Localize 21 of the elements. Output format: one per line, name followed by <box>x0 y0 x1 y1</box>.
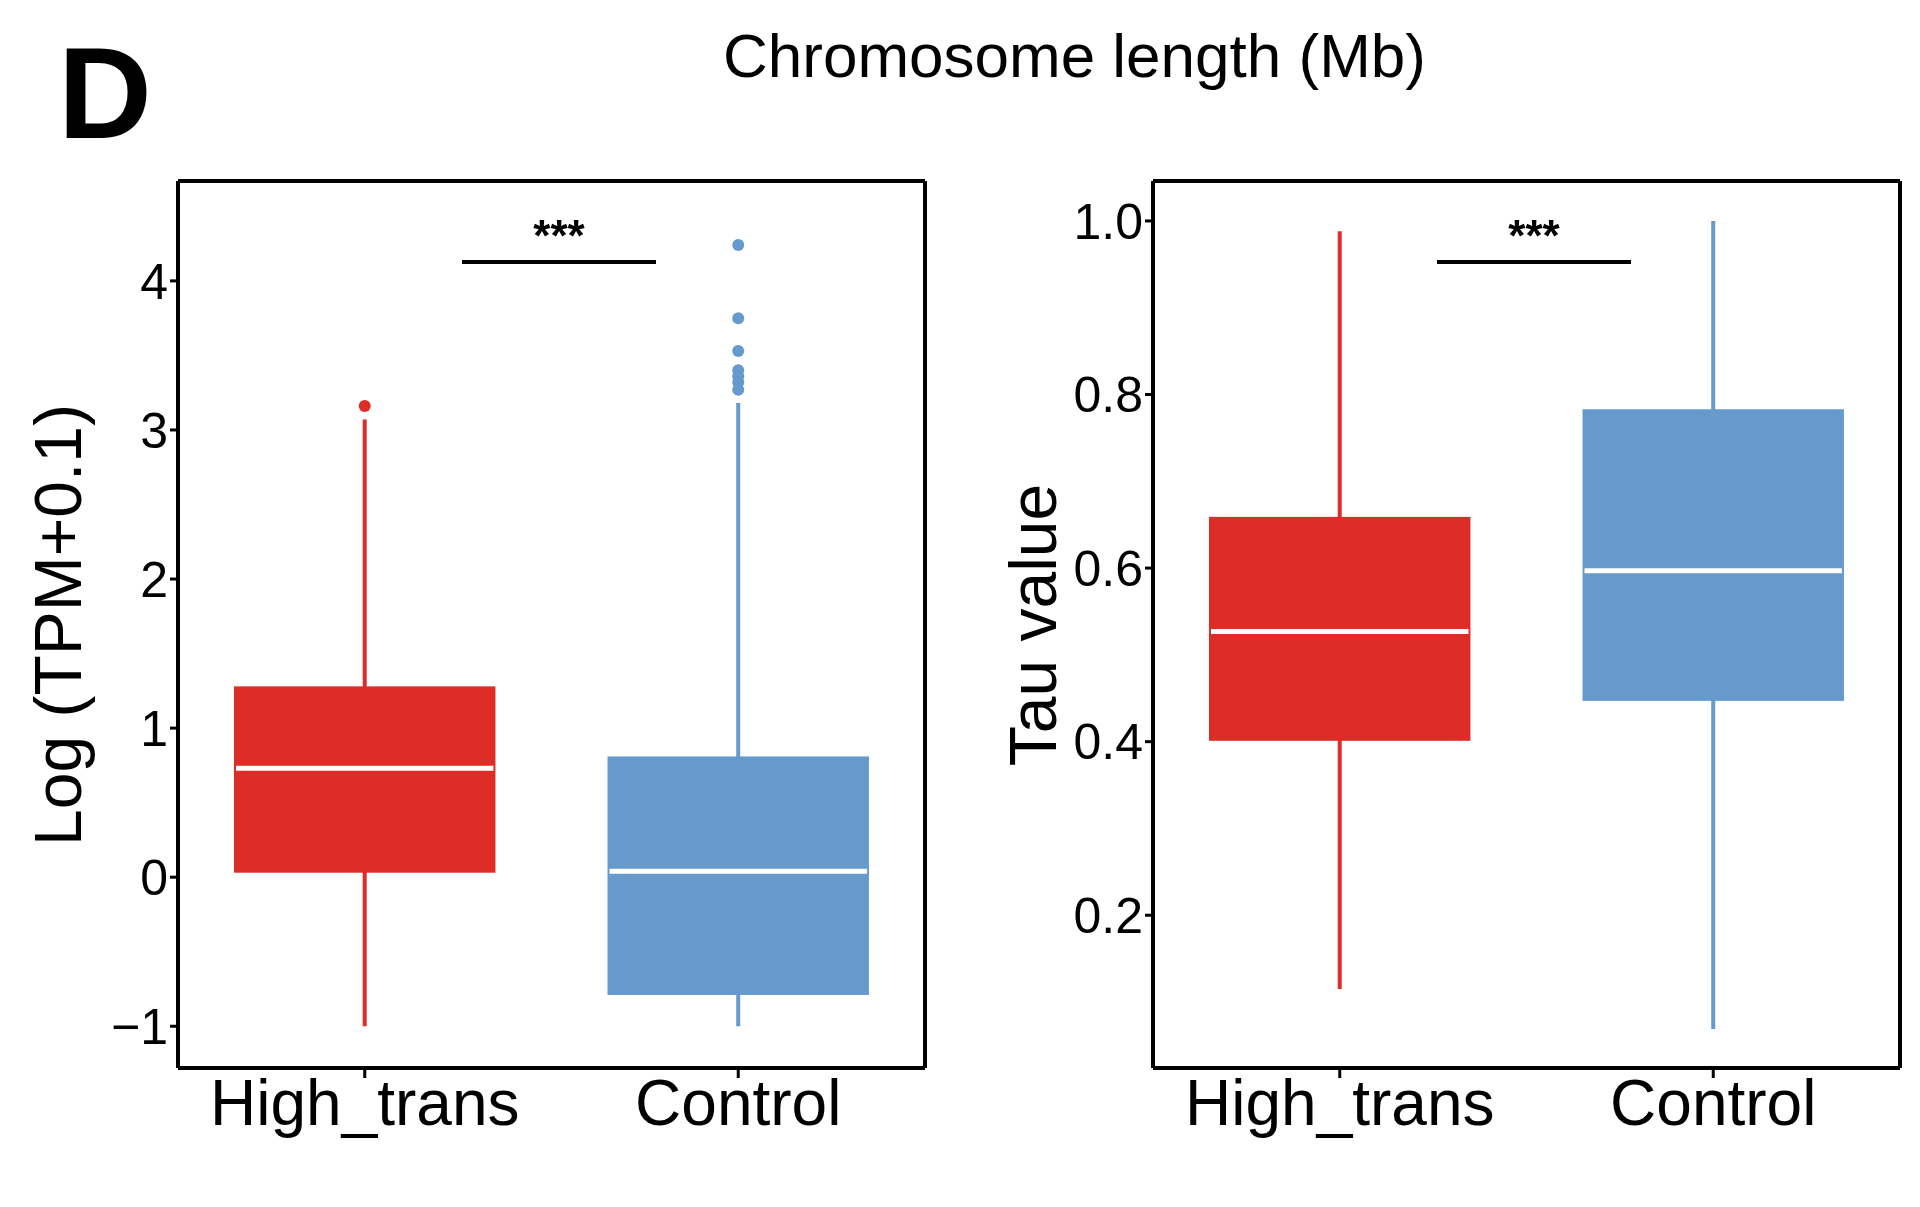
annotation: *** <box>532 211 586 261</box>
y-tick-label: 1 <box>140 700 168 757</box>
x-tick-label: Control <box>635 1067 842 1140</box>
x-tick-label: Control <box>1610 1067 1817 1140</box>
y-tick-label: 0.4 <box>1073 714 1143 771</box>
y-axis-title: Tau value <box>995 483 1071 766</box>
annotation: *** <box>1507 211 1561 261</box>
y-tick-label: 0 <box>140 849 168 906</box>
y-tick-label: 3 <box>140 402 168 459</box>
y-axis-title: Log (TPM+0.1) <box>20 403 96 846</box>
text: D <box>58 19 152 168</box>
x-tick-label: High_trans <box>210 1067 520 1140</box>
y-tick-label: 1.0 <box>1073 193 1143 250</box>
y-tick-label: 0.6 <box>1073 540 1143 597</box>
y-tick-label: 2 <box>140 551 168 608</box>
x-tick-label: High_trans <box>1185 1067 1495 1140</box>
y-tick-label: 0.2 <box>1073 888 1143 944</box>
y-tick-label: 0.8 <box>1073 367 1143 424</box>
y-tick-label: 4 <box>140 253 168 310</box>
y-tick-label: −1 <box>110 999 168 1056</box>
text: Chromosome length (Mb) <box>723 20 1426 92</box>
